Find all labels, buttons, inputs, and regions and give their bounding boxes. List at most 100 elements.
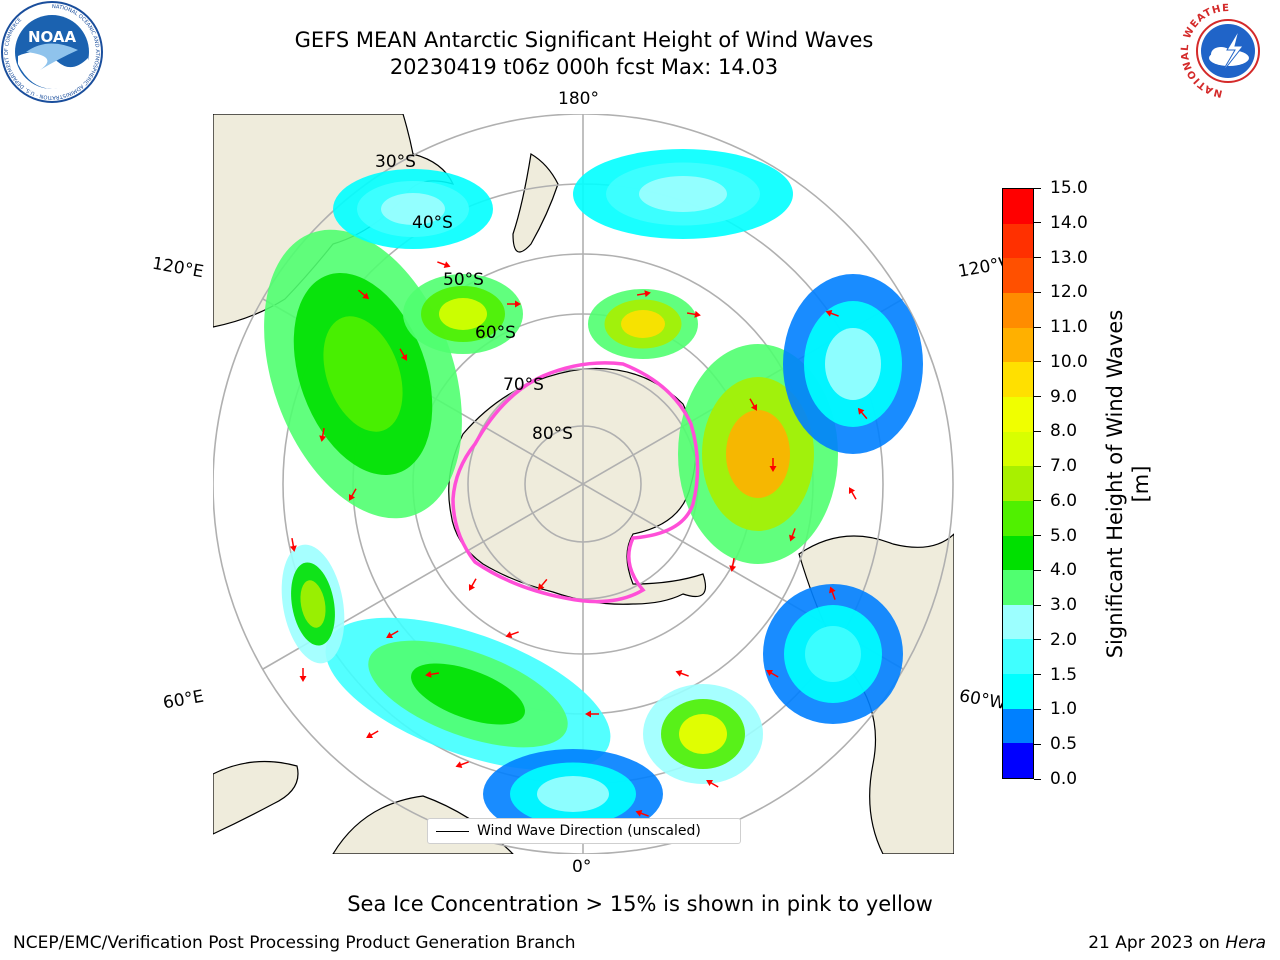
wave-direction-arrow [425, 670, 440, 678]
wave-direction-arrow [848, 487, 857, 500]
colorbar-tick-label: 15.0 [1034, 178, 1088, 198]
colorbar-segment [1003, 708, 1033, 744]
colorbar-segment [1003, 189, 1033, 224]
wave-height-contour [621, 310, 665, 338]
colorbar-tick-label: 1.5 [1034, 665, 1077, 685]
wave-direction-arrow [386, 630, 399, 639]
nws-logo: NATIONAL WEATHER SERVICE [1177, 0, 1277, 100]
colorbar-tick-label: 13.0 [1034, 248, 1088, 268]
colorbar-segment [1003, 223, 1033, 259]
colorbar-segment [1003, 258, 1033, 294]
wave-direction-arrow [729, 557, 737, 572]
wave-direction-arrow [357, 289, 370, 300]
wave-direction-arrow [299, 668, 307, 682]
colorbar-segment [1003, 743, 1033, 778]
wave-direction-arrow [675, 670, 689, 677]
colorbar-tick-label: 11.0 [1034, 317, 1088, 337]
colorbar-tick-label: 7.0 [1034, 456, 1077, 476]
wave-height-contour [323, 316, 403, 432]
lat-label-60s: 60°S [475, 323, 516, 343]
colorbar-tick-label: 5.0 [1034, 526, 1077, 546]
colorbar-segment [1003, 293, 1033, 328]
chart-title: GEFS MEAN Antarctic Significant Height o… [294, 28, 874, 52]
wave-direction-arrows [289, 261, 868, 817]
wave-direction-arrow [399, 348, 408, 361]
colorbar [1002, 188, 1034, 779]
wave-direction-arrow [749, 398, 758, 411]
map-panel [213, 114, 954, 854]
wave-direction-arrow [636, 290, 651, 298]
wave-direction-arrow [348, 488, 357, 501]
colorbar-segment [1003, 327, 1033, 363]
lon-label-60e: 60°E [161, 686, 206, 714]
colorbar-segment [1003, 674, 1033, 709]
footer-date-text: 21 Apr 2023 on [1088, 933, 1226, 953]
wave-direction-arrow [766, 669, 779, 678]
colorbar-segment [1003, 466, 1033, 501]
wave-height-contour [381, 193, 445, 225]
colorbar-tick-label: 0.5 [1034, 734, 1077, 754]
wave-height-contour [679, 714, 727, 754]
noaa-logo: NOAA NATIONAL OCEANIC AND ATMOSPHERIC AD… [1, 1, 103, 103]
wave-height-contour [639, 176, 727, 212]
sea-ice-caption: Sea Ice Concentration > 15% is shown in … [347, 892, 933, 916]
land-africa [213, 760, 299, 835]
colorbar-label: Significant Height of Wind Waves [m] [1103, 309, 1153, 659]
wave-height-contour [537, 776, 609, 812]
colorbar-segment [1003, 362, 1033, 397]
wave-height-contour [439, 298, 487, 330]
footer-date: 21 Apr 2023 on Hera [1088, 933, 1266, 953]
map-legend: Wind Wave Direction (unscaled) [427, 818, 741, 844]
wave-height-contour [726, 410, 790, 498]
wave-direction-arrow [468, 578, 477, 591]
colorbar-tick-label: 2.0 [1034, 630, 1077, 650]
wave-height-field [264, 149, 923, 839]
chart-subtitle: 20230419 t06z 000h fcst Max: 14.03 [389, 55, 779, 79]
wave-direction-arrow [789, 528, 796, 542]
wave-direction-arrow [507, 300, 521, 308]
wave-direction-arrow [319, 427, 327, 442]
lat-label-40s: 40°S [412, 213, 453, 233]
wave-height-contour [300, 580, 326, 628]
colorbar-segment [1003, 604, 1033, 640]
wave-direction-arrow [289, 537, 297, 552]
colorbar-segment [1003, 639, 1033, 675]
colorbar-tick-label: 6.0 [1034, 491, 1077, 511]
lat-label-30s: 30°S [375, 152, 416, 172]
wave-direction-arrow [706, 779, 719, 788]
lat-label-50s: 50°S [443, 270, 484, 290]
legend-line-swatch [436, 830, 469, 832]
footer-credit: NCEP/EMC/Verification Post Processing Pr… [13, 933, 576, 953]
legend-label: Wind Wave Direction (unscaled) [477, 823, 701, 839]
wave-direction-arrow [366, 730, 379, 739]
lon-label-0: 0° [572, 857, 592, 877]
colorbar-tick-label: 9.0 [1034, 387, 1077, 407]
wave-direction-arrow [537, 578, 548, 591]
lon-label-120e: 120°E [150, 253, 206, 283]
colorbar-ticks: 0.0 0.5 1.0 1.5 2.0 3.0 4.0 5.0 6.0 7.0 8.0 9.0 10.0… [1034, 178, 1094, 789]
colorbar-tick-label: 14.0 [1034, 213, 1088, 233]
colorbar-segment [1003, 431, 1033, 467]
colorbar-tick-label: 8.0 [1034, 421, 1077, 441]
sea-ice-edge [451, 361, 700, 604]
colorbar-segment [1003, 535, 1033, 571]
wave-direction-arrow [857, 407, 868, 420]
noaa-logo-text: NOAA [28, 28, 77, 46]
wave-direction-arrow [437, 261, 451, 268]
colorbar-tick-label: 3.0 [1034, 595, 1077, 615]
wave-direction-arrow [585, 710, 599, 718]
wave-direction-arrow [686, 310, 701, 318]
wave-height-contour [411, 663, 525, 725]
colorbar-tick-label: 0.0 [1034, 769, 1077, 789]
colorbar-segment [1003, 570, 1033, 605]
lon-label-180: 180° [558, 89, 599, 109]
lon-label-60w: 60°W [957, 686, 1008, 714]
colorbar-tick-label: 1.0 [1034, 699, 1077, 719]
colorbar-tick-label: 4.0 [1034, 560, 1077, 580]
wave-height-contour [805, 626, 861, 682]
wave-direction-arrow [769, 458, 777, 472]
wave-direction-arrow [635, 810, 649, 817]
lat-label-80s: 80°S [532, 424, 573, 444]
lat-label-70s: 70°S [503, 375, 544, 395]
wave-direction-arrow [455, 761, 469, 768]
